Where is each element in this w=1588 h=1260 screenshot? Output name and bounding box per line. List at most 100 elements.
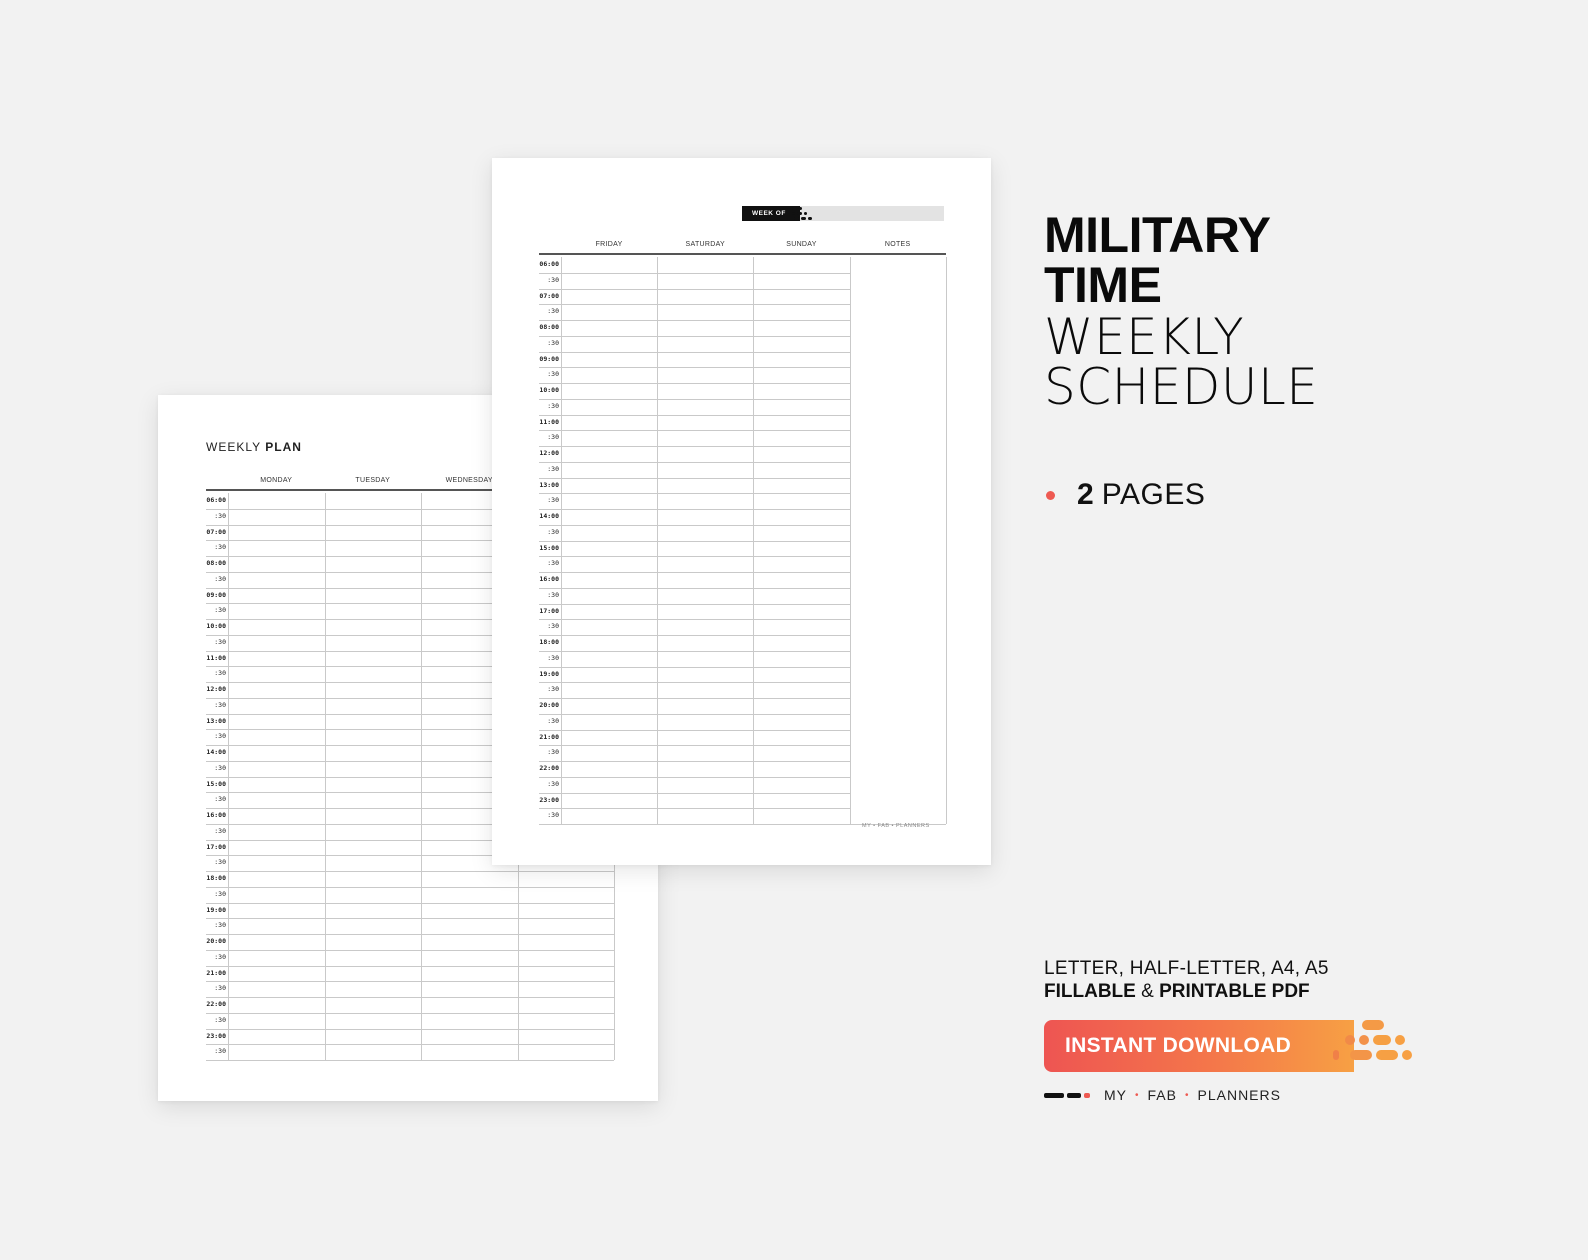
row-line (539, 808, 850, 810)
row-line (206, 1028, 614, 1030)
time-label: :30 (547, 653, 559, 662)
header-rule (206, 489, 614, 491)
time-label: 12:00 (206, 685, 226, 693)
time-label: 15:00 (206, 779, 226, 788)
instant-download-button[interactable]: INSTANT DOWNLOAD (1044, 1020, 1354, 1072)
row-line (539, 398, 850, 400)
time-label: :30 (214, 700, 226, 709)
time-label: :30 (547, 275, 559, 284)
format-line: FILLABLE & PRINTABLE PDF (1044, 981, 1310, 1003)
time-label: 09:00 (539, 354, 559, 363)
time-label: 06:00 (539, 260, 559, 268)
row-line (539, 556, 850, 558)
headline-light: WEEKLY SCHEDULE (1044, 312, 1318, 412)
time-label: :30 (547, 590, 559, 599)
row-line (539, 776, 850, 778)
time-label: 10:00 (539, 386, 559, 394)
brand-separator: • (1135, 1089, 1140, 1101)
time-label: :30 (547, 716, 559, 725)
row-line (206, 760, 614, 762)
brand-separator: • (1184, 1089, 1190, 1101)
row-line (206, 619, 614, 620)
row-line (206, 776, 614, 778)
row-line (539, 650, 850, 652)
row-line (206, 902, 614, 904)
time-label: 19:00 (206, 905, 226, 914)
row-line (539, 477, 850, 479)
row-line (539, 619, 850, 621)
time-label: :30 (547, 748, 559, 757)
amp-label: & (1135, 981, 1160, 1002)
row-line (206, 839, 614, 841)
time-label: 08:00 (206, 559, 226, 567)
row-line (206, 1060, 614, 1061)
brand-marks-icon (1044, 1091, 1090, 1099)
headline-line-2: TIME (1044, 257, 1162, 313)
row-line (206, 808, 614, 809)
row-line (539, 304, 850, 306)
week-of-label: WEEK OF (742, 206, 800, 221)
row-line (539, 682, 850, 684)
time-label: 22:00 (206, 1000, 226, 1008)
time-label: :30 (214, 858, 226, 867)
time-label: :30 (214, 1015, 226, 1024)
time-label: 08:00 (539, 323, 559, 331)
column-line (753, 257, 755, 824)
brand-footer: MY • FAB • PLANNERS (862, 823, 930, 829)
row-line (539, 572, 850, 573)
time-label: 16:00 (206, 811, 226, 819)
time-label: :30 (214, 826, 226, 835)
time-label: 07:00 (206, 527, 226, 536)
row-line (206, 886, 614, 888)
time-label: 15:00 (539, 543, 559, 552)
time-label: :30 (214, 732, 226, 741)
printable-label: PRINTABLE PDF (1159, 981, 1310, 1002)
row-line (206, 713, 614, 715)
row-line (539, 335, 850, 337)
time-label: :30 (214, 637, 226, 646)
time-label: 17:00 (206, 842, 226, 851)
planner-page-2: WEEK OF FRIDAY SATURDAY SUNDAY NOTES 06:00:3… (492, 158, 991, 865)
time-label: :30 (214, 1047, 226, 1056)
column-line (421, 493, 422, 1060)
headline-line-3: WEEKLY (1044, 308, 1245, 366)
row-line (539, 729, 850, 731)
time-label: 21:00 (206, 968, 226, 977)
row-line (539, 288, 850, 290)
day-header: NOTES (884, 241, 911, 248)
row-line (206, 997, 614, 998)
row-line (206, 745, 614, 746)
time-label: 20:00 (539, 701, 559, 709)
title-light: WEEKLY (206, 440, 266, 454)
headline-line-4: SCHEDULE (1044, 358, 1319, 416)
row-line (539, 383, 850, 384)
time-label: 17:00 (539, 606, 559, 615)
time-label: :30 (214, 511, 226, 520)
week-of-bar: WEEK OF (742, 206, 944, 221)
day-header: MONDAY (260, 477, 293, 484)
time-label: :30 (547, 527, 559, 536)
time-label: 12:00 (539, 449, 559, 457)
time-label: :30 (547, 338, 559, 347)
header-rule (539, 253, 946, 255)
row-line (539, 635, 850, 636)
row-line (539, 745, 850, 747)
row-line (206, 792, 614, 794)
day-header: FRIDAY (595, 241, 623, 248)
time-label: :30 (547, 433, 559, 442)
row-line (539, 414, 850, 416)
time-label: :30 (214, 606, 226, 615)
row-line (539, 540, 850, 542)
time-label: :30 (214, 574, 226, 583)
fillable-label: FILLABLE (1044, 981, 1136, 1002)
row-line (206, 682, 614, 683)
time-label: :30 (214, 921, 226, 930)
row-line (206, 871, 614, 872)
time-label: 14:00 (539, 512, 559, 520)
brand-logo: MY • FAB • PLANNERS (1044, 1087, 1281, 1103)
row-line (206, 949, 614, 951)
title-bold: PLAN (265, 440, 302, 454)
time-label: 09:00 (206, 590, 226, 599)
time-label: 23:00 (206, 1031, 226, 1040)
row-line (206, 729, 614, 731)
